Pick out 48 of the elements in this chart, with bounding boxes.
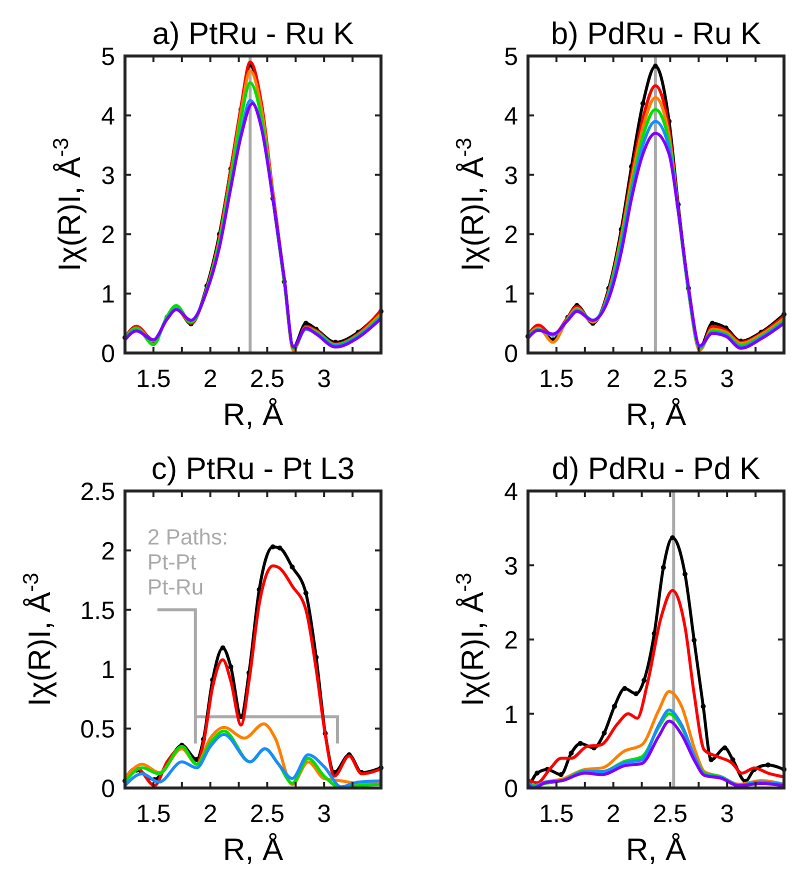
x-tick-label: 2.5 xyxy=(652,365,688,393)
x-tick-label: 2 xyxy=(606,365,620,393)
y-tick-label: 0 xyxy=(504,775,518,803)
y-tick-label: 2 xyxy=(504,221,518,250)
y-tick-label: 0.5 xyxy=(80,716,115,744)
x-tick-label: 1.5 xyxy=(539,800,574,828)
chart-title: d) PdRu - Pd K xyxy=(552,451,761,486)
y-tick-label: 3 xyxy=(101,162,115,190)
y-tick-label: 0 xyxy=(101,775,115,803)
y-tick-label: 2 xyxy=(101,537,115,566)
x-tick-label: 2 xyxy=(203,365,218,393)
y-tick-label: 2 xyxy=(504,626,518,654)
chart-title: a) PtRu - Ru K xyxy=(152,16,354,51)
x-tick-label: 2 xyxy=(203,800,218,828)
x-axis-title: R, Å xyxy=(222,397,284,432)
y-tick-label: 4 xyxy=(101,102,116,130)
y-tick-label: 1 xyxy=(101,280,115,309)
y-tick-label: 1 xyxy=(504,700,518,729)
x-axis-title: R, Å xyxy=(222,832,284,867)
y-tick-label: 0 xyxy=(504,340,518,368)
x-tick-label: 3 xyxy=(317,800,332,828)
y-tick-label: 0 xyxy=(101,340,115,368)
annotation: 2 Paths: Pt-Pt Pt-Ru xyxy=(147,524,228,600)
y-tick-label: 2.5 xyxy=(80,478,115,506)
y-tick-label: 4 xyxy=(504,478,518,506)
y-tick-label: 5 xyxy=(504,43,518,71)
chart-title: c) PtRu - Pt L3 xyxy=(151,451,355,486)
y-tick-label: 1.5 xyxy=(80,596,115,625)
x-tick-label: 3 xyxy=(720,365,734,393)
x-tick-label: 2.5 xyxy=(652,800,688,828)
y-tick-label: 1 xyxy=(504,280,518,309)
x-tick-label: 2.5 xyxy=(250,365,285,393)
y-tick-label: 3 xyxy=(504,162,518,190)
x-tick-label: 1.5 xyxy=(136,800,171,828)
x-tick-label: 1.5 xyxy=(136,365,171,393)
x-tick-label: 2 xyxy=(606,800,620,828)
y-tick-label: 4 xyxy=(504,102,518,130)
y-tick-label: 1 xyxy=(101,656,115,684)
x-tick-label: 3 xyxy=(720,800,734,828)
y-tick-label: 2 xyxy=(101,221,115,250)
x-tick-label: 2.5 xyxy=(250,800,285,828)
y-tick-label: 3 xyxy=(504,552,518,580)
x-axis-title: R, Å xyxy=(626,397,686,432)
x-axis-title: R, Å xyxy=(626,832,686,867)
y-tick-label: 5 xyxy=(101,43,115,71)
x-tick-label: 1.5 xyxy=(539,365,574,393)
chart-title: b) PdRu - Ru K xyxy=(550,16,762,51)
x-tick-label: 3 xyxy=(317,365,332,393)
